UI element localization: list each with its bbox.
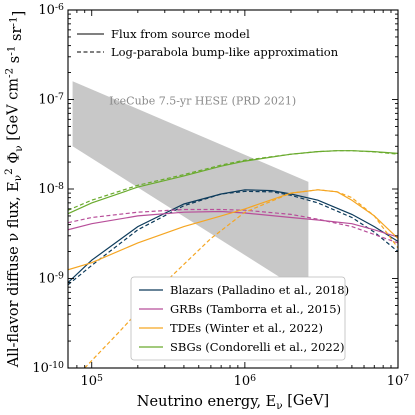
y-axis-label: All-flavor diffuse ν flux, Eν​2​ Φν​ [Ge… [3,11,27,369]
hese-band [72,81,309,296]
style-legend: Flux from source model Log-parabola bump-… [77,27,339,59]
blazars-dashed-curve [68,190,398,286]
style-legend-dashed-label: Log-parabola bump-like approximation [111,45,339,59]
y-tick-label: 10-8​ [38,181,64,197]
x-tick-label: 105​ [80,373,103,389]
x-axis-label: Neutrino energy, Eν​ [GeV] [137,393,329,412]
y-tick-label: 10-6​ [38,2,64,18]
band-layer [72,81,309,296]
legend-label-grbs: GRBs (Tamborra et al., 2015) [170,302,341,316]
legend-label-tdes: TDEs (Winter et al., 2022) [170,321,323,335]
sbgs-dashed-curve [68,150,398,211]
y-tick-label: 10-7​ [38,91,64,107]
legend-label-blazars: Blazars (Palladino et al., 2018) [170,283,349,297]
style-legend-solid-label: Flux from source model [111,27,250,41]
y-tick-label: 10-10​ [32,360,64,376]
y-tick-label: 10-9​ [38,270,64,286]
grbs-solid-curve [68,210,398,238]
series-legend: Blazars (Palladino et al., 2018) GRBs (Ta… [130,276,349,361]
grbs-dashed-curve [68,208,398,244]
legend-label-sbgs: SBGs (Condorelli et al., 2022) [170,340,345,354]
hese-band-label: IceCube 7.5-yr HESE (PRD 2021) [109,94,296,107]
blazars-solid-curve [68,189,398,284]
x-tick-label: 107​ [387,373,410,389]
tdes-solid-curve [68,189,398,271]
series-legend-box [130,276,346,361]
x-tick-label: 106​ [234,373,257,389]
series-layer [68,150,398,368]
tick-layer: 105​ 106​ 107​ 10-10​ 10-9​ 10-8​ 10-7​ 10-6​ [32,2,409,389]
